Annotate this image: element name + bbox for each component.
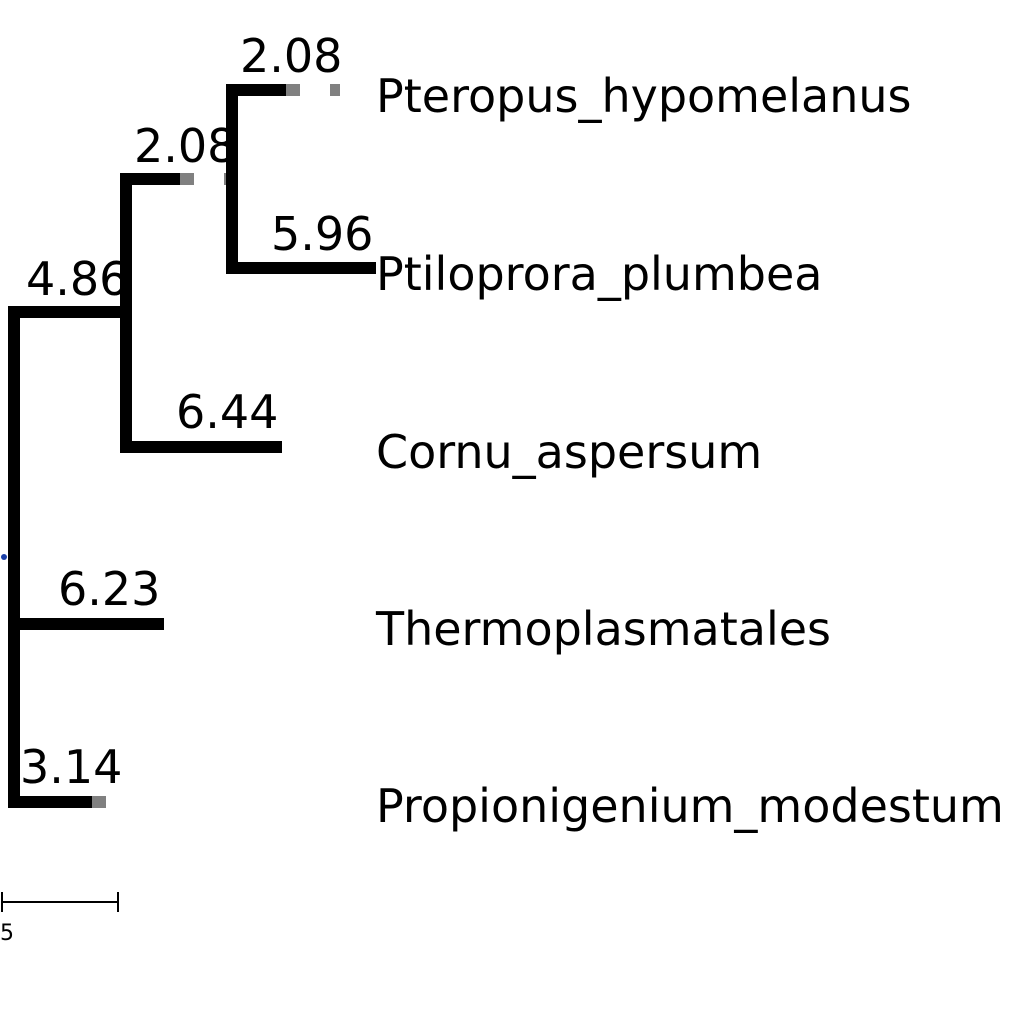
tip-label-propioni: Propionigenium_modestum <box>376 779 1004 833</box>
branch-length-label: 3.14 <box>20 740 122 794</box>
scale-bar-label: 5 <box>0 921 14 946</box>
root-marker <box>1 554 7 560</box>
scale-bar: 5 <box>0 892 119 946</box>
tip-label-ptiloprora: Ptiloprora_plumbea <box>376 247 822 301</box>
branch-length-label: 2.08 <box>240 29 342 83</box>
tip-label-thermo: Thermoplasmatales <box>375 602 831 656</box>
tip-label-pteropus: Pteropus_hypomelanus <box>376 69 912 123</box>
branch-length-label: 4.86 <box>26 252 128 306</box>
tip-label-cornu: Cornu_aspersum <box>376 425 762 479</box>
branch-length-label: 6.44 <box>176 385 278 439</box>
branch-length-label: 5.96 <box>271 207 373 261</box>
branch-length-label: 2.08 <box>134 119 236 173</box>
branch-length-label: 6.23 <box>58 562 160 616</box>
